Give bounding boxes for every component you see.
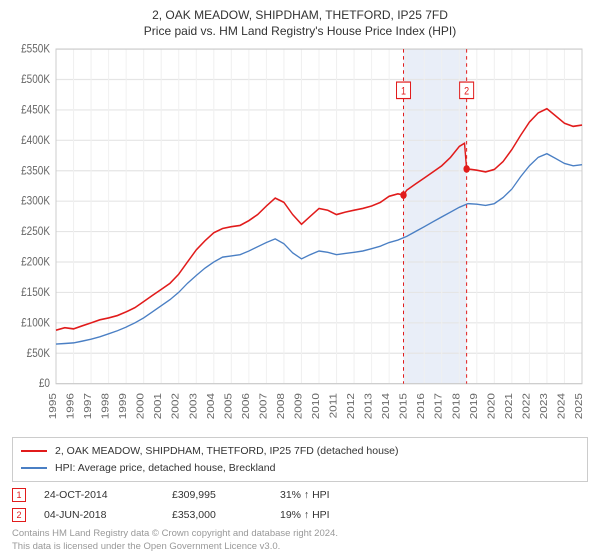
svg-text:£550K: £550K <box>21 43 51 56</box>
sale-row: 2 04-JUN-2018 £353,000 19% ↑ HPI <box>12 508 588 522</box>
sale-marker-box: 1 <box>12 488 26 502</box>
svg-text:2009: 2009 <box>293 393 304 419</box>
sale-price: £353,000 <box>172 509 262 521</box>
svg-text:2016: 2016 <box>416 393 427 419</box>
plot-area: £0 £50K £100K £150K £200K £250K £300K £350K £400… <box>12 42 588 431</box>
sale-pct-vs-hpi: 31% ↑ HPI <box>280 489 360 501</box>
svg-text:2010: 2010 <box>311 393 322 419</box>
svg-text:£500K: £500K <box>21 73 51 86</box>
svg-text:2020: 2020 <box>486 393 497 419</box>
svg-text:2019: 2019 <box>469 393 480 419</box>
footer-line-1: Contains HM Land Registry data © Crown c… <box>12 528 588 541</box>
legend-label-blue: HPI: Average price, detached house, Brec… <box>55 460 275 477</box>
svg-text:1: 1 <box>401 86 406 98</box>
svg-text:£350K: £350K <box>21 165 51 178</box>
svg-text:2021: 2021 <box>504 393 515 419</box>
svg-text:£50K: £50K <box>27 347 51 360</box>
legend-swatch-red <box>21 450 47 452</box>
svg-text:2005: 2005 <box>223 393 234 419</box>
chart-title-address: 2, OAK MEADOW, SHIPDHAM, THETFORD, IP25 … <box>12 8 588 22</box>
svg-text:2022: 2022 <box>521 393 532 419</box>
chart-title-subtitle: Price paid vs. HM Land Registry's House … <box>12 24 588 38</box>
legend-swatch-blue <box>21 467 47 469</box>
svg-text:£200K: £200K <box>21 256 51 269</box>
sale-date: 04-JUN-2018 <box>44 509 154 521</box>
svg-text:1997: 1997 <box>83 393 94 419</box>
chart-container: 2, OAK MEADOW, SHIPDHAM, THETFORD, IP25 … <box>0 0 600 560</box>
svg-text:£300K: £300K <box>21 195 51 208</box>
svg-text:£150K: £150K <box>21 286 51 299</box>
sale-pct-vs-hpi: 19% ↑ HPI <box>280 509 360 521</box>
svg-text:2025: 2025 <box>574 393 585 419</box>
footer-attribution: Contains HM Land Registry data © Crown c… <box>12 528 588 554</box>
svg-text:2015: 2015 <box>398 393 409 419</box>
svg-text:2013: 2013 <box>363 393 374 419</box>
svg-text:1998: 1998 <box>100 393 111 419</box>
svg-text:£450K: £450K <box>21 104 51 117</box>
sale-price: £309,995 <box>172 489 262 501</box>
svg-text:2004: 2004 <box>206 393 217 419</box>
legend-label-red: 2, OAK MEADOW, SHIPDHAM, THETFORD, IP25 … <box>55 443 399 460</box>
svg-text:2017: 2017 <box>433 393 444 419</box>
svg-text:2024: 2024 <box>556 393 567 419</box>
svg-text:£0: £0 <box>39 377 50 390</box>
svg-text:£250K: £250K <box>21 225 51 238</box>
sale-marker-box: 2 <box>12 508 26 522</box>
svg-text:2006: 2006 <box>241 393 252 419</box>
svg-text:1996: 1996 <box>65 393 76 419</box>
title-block: 2, OAK MEADOW, SHIPDHAM, THETFORD, IP25 … <box>12 8 588 38</box>
svg-text:2001: 2001 <box>153 393 164 419</box>
svg-text:2018: 2018 <box>451 393 462 419</box>
svg-text:2008: 2008 <box>276 393 287 419</box>
svg-text:2012: 2012 <box>346 393 357 419</box>
legend-item-red: 2, OAK MEADOW, SHIPDHAM, THETFORD, IP25 … <box>21 443 579 460</box>
svg-text:2002: 2002 <box>170 393 181 419</box>
svg-text:£400K: £400K <box>21 134 51 147</box>
sale-row: 1 24-OCT-2014 £309,995 31% ↑ HPI <box>12 488 588 502</box>
svg-text:2023: 2023 <box>539 393 550 419</box>
svg-text:2014: 2014 <box>381 393 392 419</box>
footer-line-2: This data is licensed under the Open Gov… <box>12 541 588 554</box>
svg-text:2000: 2000 <box>135 393 146 419</box>
svg-text:2011: 2011 <box>328 393 339 418</box>
svg-text:£100K: £100K <box>21 317 51 330</box>
svg-text:2003: 2003 <box>188 393 199 419</box>
line-chart: £0 £50K £100K £150K £200K £250K £300K £350K £400… <box>12 42 588 431</box>
svg-text:1995: 1995 <box>48 393 59 419</box>
svg-text:2: 2 <box>464 86 469 98</box>
legend: 2, OAK MEADOW, SHIPDHAM, THETFORD, IP25 … <box>12 437 588 483</box>
svg-text:2007: 2007 <box>258 393 269 419</box>
legend-item-blue: HPI: Average price, detached house, Brec… <box>21 460 579 477</box>
sales-list: 1 24-OCT-2014 £309,995 31% ↑ HPI 2 04-JUN-201… <box>12 482 588 522</box>
sale-date: 24-OCT-2014 <box>44 489 154 501</box>
svg-text:1999: 1999 <box>118 393 129 419</box>
